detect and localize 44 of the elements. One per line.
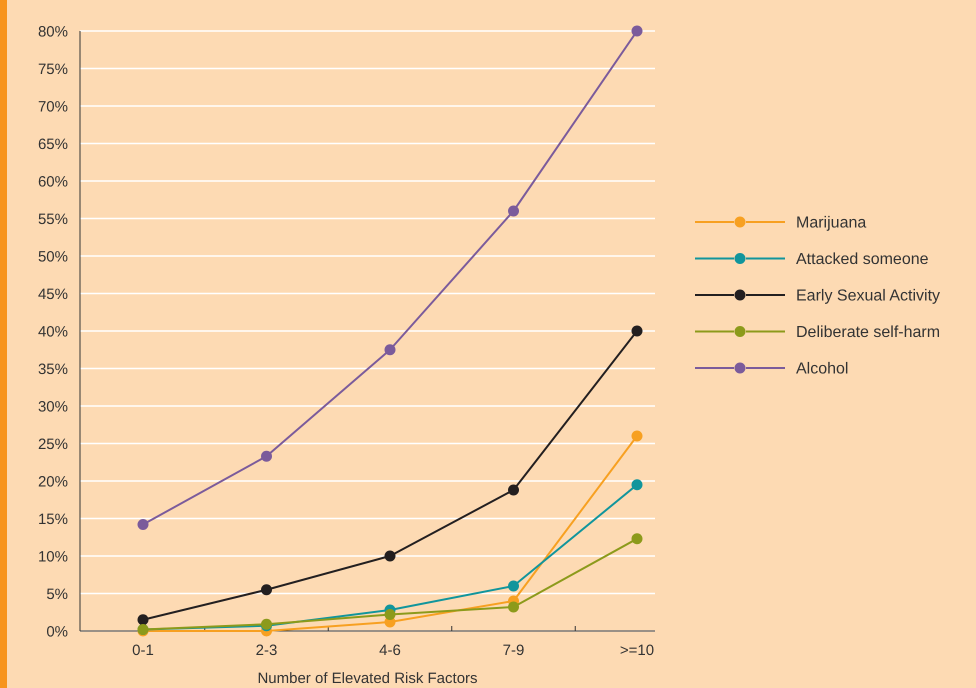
point (138, 519, 148, 530)
y-tick-label: 75% (38, 60, 68, 78)
point (508, 602, 519, 612)
y-tick-label: 45% (38, 286, 68, 303)
point (261, 584, 272, 596)
point (384, 550, 396, 562)
y-tick-label: 50% (38, 248, 68, 266)
point (508, 484, 519, 496)
y-tick-label: 10% (38, 548, 68, 566)
y-tick-label: 0% (46, 623, 68, 640)
y-tick-label: 20% (38, 473, 68, 490)
point (384, 344, 396, 356)
point (138, 614, 148, 626)
y-tick-label: 25% (38, 436, 68, 453)
x-tick-label: >=10 (620, 642, 654, 659)
y-tick-label: 55% (38, 210, 68, 228)
y-tick-label: 70% (38, 98, 68, 116)
point (508, 580, 519, 592)
y-tick-label: 15% (38, 510, 68, 528)
y-tick-label: 40% (38, 323, 68, 340)
y-tick-label: 65% (38, 136, 68, 153)
point (632, 479, 642, 490)
point (632, 26, 642, 36)
y-tick-label: 80% (38, 23, 68, 40)
x-tick-label: 2-3 (256, 642, 278, 659)
legend-label: Alcohol (796, 360, 848, 378)
x-tick-label: 0-1 (132, 642, 154, 659)
point (632, 430, 642, 442)
x-axis-title: Number of Elevated Risk Factors (257, 670, 478, 687)
point (261, 450, 272, 462)
y-tick-label: 60% (38, 173, 68, 190)
x-tick-label: 7-9 (502, 642, 524, 659)
y-tick-label: 35% (38, 360, 68, 378)
legend-label: Early Sexual Activity (796, 288, 940, 305)
y-tick-label: 5% (46, 586, 68, 603)
y-tick-label: 30% (38, 398, 68, 416)
point (632, 326, 642, 336)
legend-label: Deliberate self-harm (796, 324, 940, 342)
legend-label: Attacked someone (796, 251, 929, 268)
point (508, 206, 519, 216)
x-tick-label: 4-6 (379, 642, 401, 659)
point (632, 533, 642, 544)
legend-label: Marijuana (796, 214, 866, 232)
point (384, 609, 396, 620)
